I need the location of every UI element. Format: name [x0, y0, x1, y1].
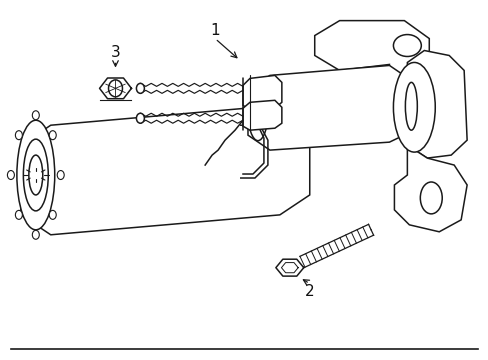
Ellipse shape: [247, 84, 267, 141]
Polygon shape: [100, 78, 131, 99]
Ellipse shape: [17, 120, 55, 230]
Ellipse shape: [49, 131, 56, 140]
Polygon shape: [275, 259, 303, 276]
Ellipse shape: [393, 35, 421, 57]
Ellipse shape: [7, 171, 14, 180]
Polygon shape: [314, 21, 428, 80]
Ellipse shape: [32, 111, 39, 120]
Ellipse shape: [49, 210, 56, 219]
Polygon shape: [247, 66, 413, 150]
Polygon shape: [243, 75, 281, 110]
Ellipse shape: [57, 171, 64, 180]
Polygon shape: [21, 105, 309, 235]
Ellipse shape: [23, 139, 48, 211]
Ellipse shape: [136, 84, 144, 93]
Ellipse shape: [108, 80, 122, 97]
Ellipse shape: [405, 82, 416, 130]
Text: 2: 2: [305, 284, 314, 299]
Ellipse shape: [32, 230, 39, 239]
Ellipse shape: [15, 131, 22, 140]
Ellipse shape: [136, 113, 144, 123]
Polygon shape: [243, 100, 281, 130]
Polygon shape: [394, 145, 466, 232]
Ellipse shape: [420, 182, 441, 214]
Polygon shape: [407, 50, 466, 158]
Text: 3: 3: [110, 45, 120, 60]
Text: 1: 1: [210, 23, 220, 38]
Ellipse shape: [29, 155, 42, 195]
Ellipse shape: [15, 210, 22, 219]
Ellipse shape: [393, 62, 434, 152]
